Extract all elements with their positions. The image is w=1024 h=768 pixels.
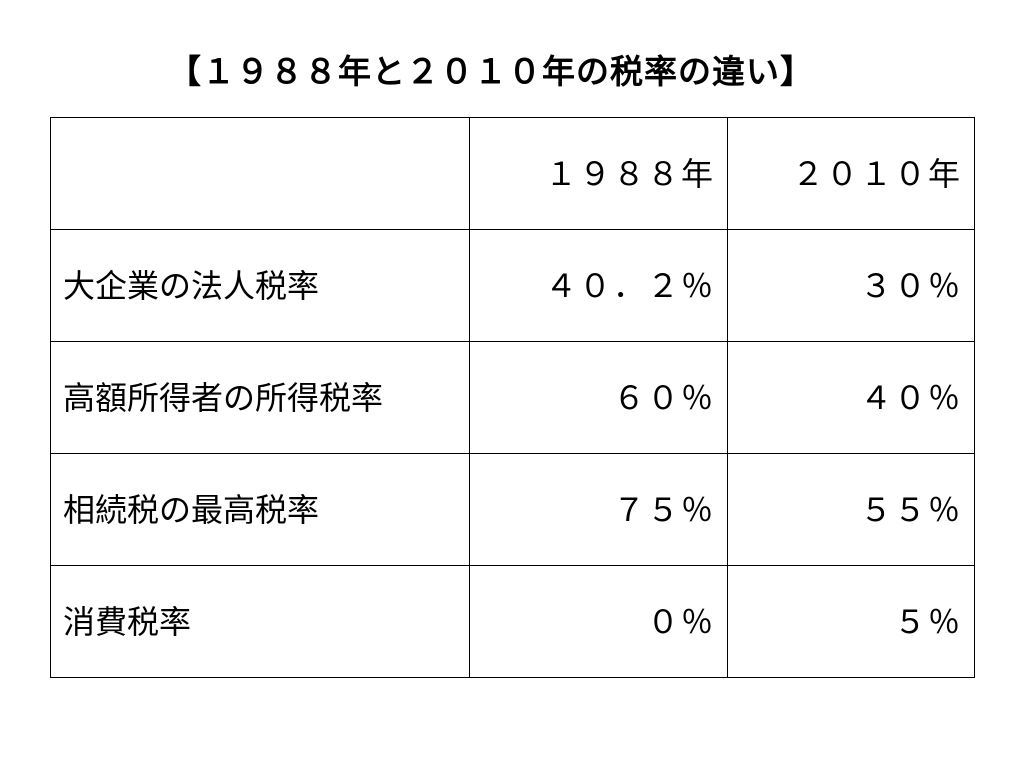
table-row: 消費税率 ０％ ５％ xyxy=(50,565,975,678)
header-2010: ２０１０年 xyxy=(727,117,975,230)
row-label: 消費税率 xyxy=(50,565,470,678)
value-1988: ４０．２％ xyxy=(469,229,728,342)
value-2010: ４０％ xyxy=(727,341,975,454)
row-label: 大企業の法人税率 xyxy=(50,229,470,342)
row-label: 高額所得者の所得税率 xyxy=(50,341,470,454)
slide-title: 【１９８８年と２０１０年の税率の違い】 xyxy=(168,52,814,91)
value-1988: ７５％ xyxy=(469,453,728,566)
header-empty-cell xyxy=(50,117,470,230)
tax-rate-comparison-table: １９８８年 ２０１０年 大企業の法人税率 ４０．２％ ３０％ 高額所得者の所得税… xyxy=(50,117,975,678)
header-1988: １９８８年 xyxy=(469,117,728,230)
table-row: 高額所得者の所得税率 ６０％ ４０％ xyxy=(50,341,975,454)
row-label: 相続税の最高税率 xyxy=(50,453,470,566)
table-row: 大企業の法人税率 ４０．２％ ３０％ xyxy=(50,229,975,342)
value-2010: ５５％ xyxy=(727,453,975,566)
table-header-row: １９８８年 ２０１０年 xyxy=(50,117,975,230)
value-1988: ６０％ xyxy=(469,341,728,454)
value-2010: ５％ xyxy=(727,565,975,678)
value-1988: ０％ xyxy=(469,565,728,678)
value-2010: ３０％ xyxy=(727,229,975,342)
table-row: 相続税の最高税率 ７５％ ５５％ xyxy=(50,453,975,566)
